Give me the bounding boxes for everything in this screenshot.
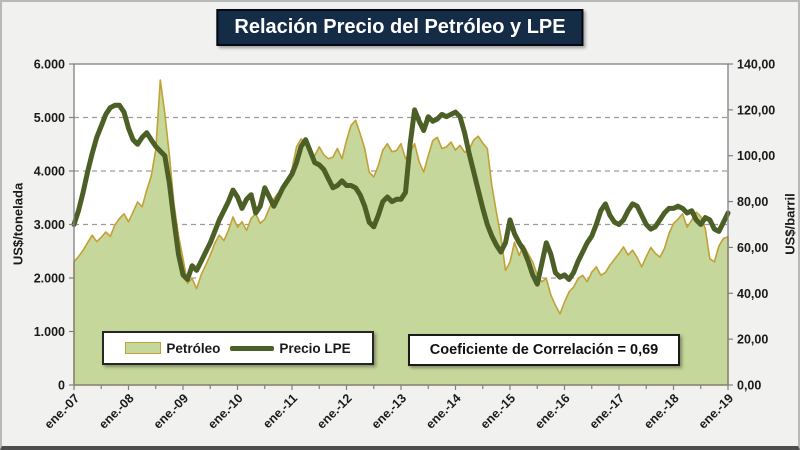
x-axis-tick-label: ene.-07 [42, 391, 82, 431]
correlation-annotation: Coeficiente de Correlación = 0,69 [408, 334, 680, 366]
left-axis-tick-label: 6.000 [34, 58, 65, 72]
x-axis-tick-label: ene.-11 [260, 391, 300, 431]
right-axis-tick-label: 40,00 [737, 287, 768, 301]
right-axis-tick-label: 0,00 [737, 379, 761, 393]
legend-item-petroleo: Petróleo [125, 341, 220, 356]
petroleo-area-swatch [125, 342, 162, 354]
x-axis-tick-label: ene.-09 [151, 391, 191, 431]
legend: Petróleo Precio LPE [102, 331, 374, 365]
x-axis-tick-label: ene.-14 [423, 391, 463, 431]
legend-label-precio-lpe: Precio LPE [279, 340, 351, 356]
left-axis-tick-label: 0 [58, 379, 65, 393]
x-axis-tick-label: ene.-15 [478, 391, 518, 431]
x-axis-tick-label: ene.-10 [205, 391, 245, 431]
x-axis-tick-label: ene.-18 [641, 391, 681, 431]
right-axis-tick-label: 120,00 [737, 103, 775, 117]
left-axis-tick-label: 2.000 [34, 272, 65, 286]
legend-label-petroleo: Petróleo [166, 340, 221, 356]
correlation-text: Coeficiente de Correlación = 0,69 [429, 342, 659, 358]
right-axis-tick-label: 60,00 [737, 241, 768, 255]
right-axis-tick-label: 80,00 [737, 195, 768, 209]
x-axis-tick-label: ene.-08 [96, 391, 136, 431]
left-axis-title: US$/tonelada [10, 182, 26, 266]
right-axis-tick-label: 20,00 [737, 333, 768, 347]
right-axis-tick-label: 100,00 [737, 149, 775, 163]
x-axis-tick-label: ene.-16 [532, 391, 572, 431]
chart-title: Relación Precio del Petróleo y LPE [216, 9, 584, 46]
x-axis-tick-label: ene.-13 [369, 391, 409, 431]
right-axis-tick-label: 140,00 [737, 58, 775, 72]
legend-item-precio-lpe: Precio LPE [230, 340, 351, 356]
x-axis-tick-label: ene.-12 [314, 391, 354, 431]
left-axis-tick-label: 3.000 [34, 218, 65, 232]
x-axis-tick-label: ene.-19 [696, 391, 736, 431]
x-axis-tick-label: ene.-17 [587, 391, 627, 431]
left-axis-tick-label: 1.000 [34, 325, 65, 339]
left-axis-tick-label: 5.000 [34, 111, 65, 125]
precio-lpe-line-series [71, 102, 731, 287]
right-axis-title: US$/barril [782, 193, 798, 255]
left-axis-tick-label: 4.000 [34, 165, 65, 179]
petroleo-area-series [73, 79, 729, 386]
precio-lpe-line-swatch [230, 345, 275, 351]
